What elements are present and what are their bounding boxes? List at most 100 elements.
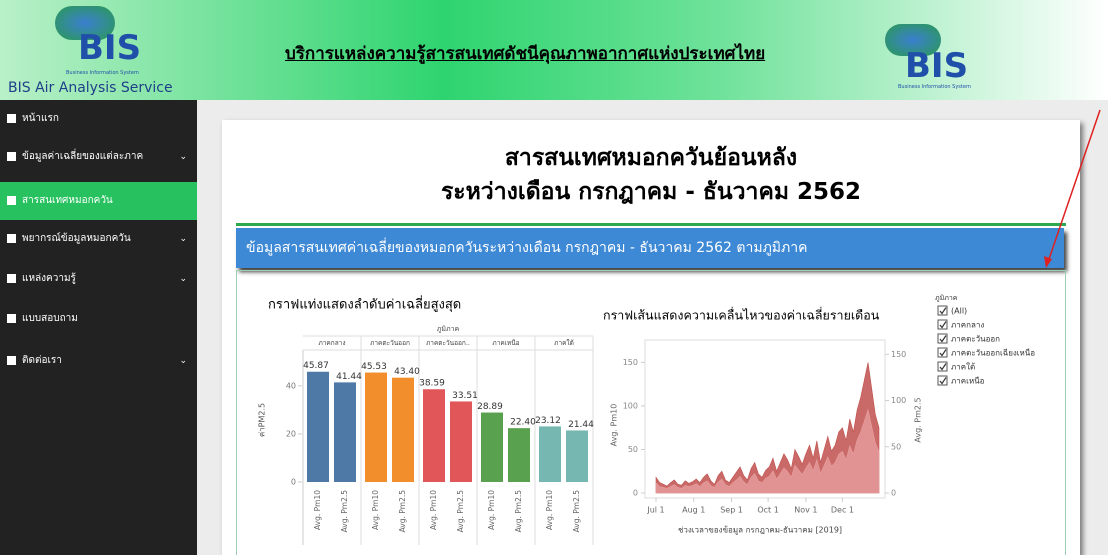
menu-item[interactable]: ติดต่อเรา ⌄ xyxy=(0,342,197,380)
bar xyxy=(307,371,329,482)
filter-title: ภูมิภาค xyxy=(935,294,958,302)
menu-label: แบบสอบถาม xyxy=(22,313,78,324)
area xyxy=(655,408,880,494)
value-label: 28.89 xyxy=(477,402,503,412)
y-tick-label: 100 xyxy=(623,401,638,410)
site-title[interactable]: บริการแหล่งความรู้สารสนเทศดัชนีคุณภาพอาก… xyxy=(285,44,766,64)
menu-icon xyxy=(7,152,16,161)
bar xyxy=(334,382,356,482)
logo-subtext: Business Information System xyxy=(898,84,971,90)
value-label: 21.44 xyxy=(568,420,594,430)
logo: BIS xyxy=(78,28,142,68)
menu-item[interactable]: แบบสอบถาม xyxy=(0,300,197,338)
y-tick-label: 20 xyxy=(286,429,296,438)
facet-header: ภาคเหนือ xyxy=(492,339,519,347)
filter-option[interactable]: ภาคใต้ xyxy=(951,363,975,372)
arrow-head xyxy=(1044,256,1052,268)
menu-icon xyxy=(7,356,16,365)
chevron: ⌄ xyxy=(179,356,187,366)
filter-option[interactable]: ภาคตะวันออก xyxy=(951,335,1000,344)
y-tick-label: 150 xyxy=(623,358,638,367)
x-tick-label: Avg. Pm10 xyxy=(429,490,438,530)
x-tick-label: Avg. Pm2.5 xyxy=(398,490,407,533)
y2-tick-label: 100 xyxy=(891,396,906,405)
service-name: BIS Air Analysis Service xyxy=(8,80,173,96)
y-tick-label: 40 xyxy=(286,381,296,390)
chart-title: กราฟเส้นแสดงความเคลื่นไหวของค่าเฉลี่ยราย… xyxy=(603,307,880,323)
bar xyxy=(566,430,588,482)
checkbox[interactable] xyxy=(937,347,948,358)
checkbox[interactable] xyxy=(937,375,948,386)
x-tick-label: Avg. Pm2.5 xyxy=(572,490,581,533)
x-tick-label: Sep 1 xyxy=(720,506,743,515)
x-tick-label: Nov 1 xyxy=(794,506,817,515)
x-tick-label: Jul 1 xyxy=(646,506,664,515)
filter-option[interactable]: ภาคเหนือ xyxy=(951,377,985,386)
y-tick-label: 0 xyxy=(291,478,296,487)
menu-icon xyxy=(7,314,16,323)
menu-item[interactable]: หน้าแรก xyxy=(0,100,197,138)
check xyxy=(939,363,947,371)
menu-item[interactable]: พยากรณ์ข้อมูลหมอกควัน ⌄ xyxy=(0,220,197,258)
menu-item[interactable]: แหล่งความรู้ ⌄ xyxy=(0,260,197,298)
checkbox[interactable] xyxy=(937,305,948,316)
filter-option[interactable]: ภาคตะวันออกเฉียงเหนือ xyxy=(951,349,1035,358)
menu-icon xyxy=(7,234,16,243)
logo: BIS xyxy=(905,46,969,86)
menu-label: สารสนเทศหมอกควัน xyxy=(22,195,113,206)
y-axis-label: ค่าPM2.5 xyxy=(258,403,267,437)
header: BIS Business Information System BIS Air … xyxy=(0,0,1108,100)
value-label: 45.87 xyxy=(303,361,329,371)
x-tick-label: Avg. Pm10 xyxy=(487,490,496,530)
value-label: 41.44 xyxy=(336,372,362,382)
bar xyxy=(539,426,561,482)
bar xyxy=(450,401,472,482)
x-tick-label: Aug 1 xyxy=(682,506,705,515)
menu-label: ข้อมูลค่าเฉลี่ยของแต่ละภาค xyxy=(22,151,144,162)
x-tick-label: Avg. Pm2.5 xyxy=(456,490,465,533)
filter-option[interactable]: (All) xyxy=(951,307,967,316)
value-label: 43.40 xyxy=(394,367,420,377)
facet-header: ภาคกลาง xyxy=(318,339,345,347)
content-card: สารสนเทศหมอกควันย้อนหลัง ระหว่างเดือน กร… xyxy=(222,120,1080,555)
check xyxy=(939,377,947,385)
chevron: ⌄ xyxy=(179,152,187,162)
page-title: สารสนเทศหมอกควันย้อนหลัง xyxy=(504,145,798,171)
menu-label: หน้าแรก xyxy=(22,113,59,124)
menu-icon xyxy=(7,196,16,205)
x-tick-label: Avg. Pm10 xyxy=(313,490,322,530)
y-tick-label: 50 xyxy=(628,445,638,454)
check xyxy=(939,307,947,315)
x-tick-label: Avg. Pm10 xyxy=(545,490,554,530)
logo-subtext: Business Information System xyxy=(66,70,139,76)
menu-item[interactable]: สารสนเทศหมอกควัน xyxy=(0,182,197,220)
menu-icon xyxy=(7,114,16,123)
divider xyxy=(236,223,1066,226)
y2-tick-label: 50 xyxy=(891,442,901,451)
area xyxy=(655,362,880,494)
y2-tick-label: 150 xyxy=(891,350,906,359)
filter-option[interactable]: ภาคกลาง xyxy=(951,321,984,330)
checkbox[interactable] xyxy=(937,333,948,344)
value-label: 22.40 xyxy=(510,418,536,428)
checkbox[interactable] xyxy=(937,361,948,372)
y2-axis-label: Avg. Pm2.5 xyxy=(914,397,923,442)
bar xyxy=(423,389,445,482)
menu-item[interactable]: ข้อมูลค่าเฉลี่ยของแต่ละภาค ⌄ xyxy=(0,138,197,176)
check xyxy=(939,321,947,329)
check xyxy=(939,335,947,343)
logo-tree xyxy=(885,24,941,56)
value-label: 33.51 xyxy=(452,391,478,401)
plot-frame xyxy=(644,339,886,499)
bar xyxy=(481,412,503,482)
page-subtitle: ระหว่างเดือน กรกฎาคม - ธันวาคม 2562 xyxy=(440,179,862,205)
chevron: ⌄ xyxy=(179,234,187,244)
value-label: 23.12 xyxy=(535,416,561,426)
y2-tick-label: 0 xyxy=(891,489,896,498)
checkbox[interactable] xyxy=(937,319,948,330)
x-tick-label: Dec 1 xyxy=(831,506,854,515)
facet-label: ภูมิภาค xyxy=(437,325,460,333)
menu-icon xyxy=(7,274,16,283)
